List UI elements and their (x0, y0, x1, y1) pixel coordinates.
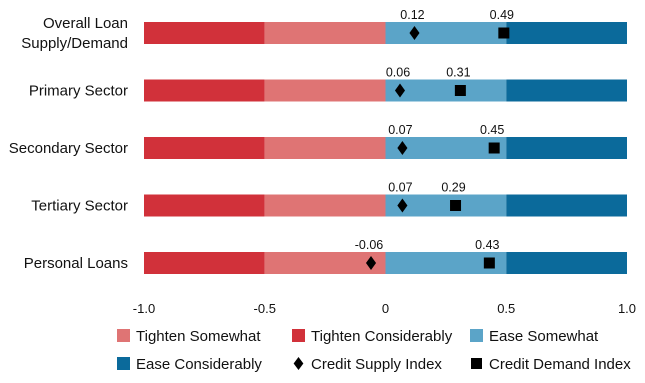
category-label: Secondary Sector (9, 140, 128, 157)
band-ease-somewhat (385, 137, 507, 159)
x-tick-label: 0 (382, 301, 389, 316)
supply-value-label: 0.06 (386, 66, 410, 80)
supply-index-marker (409, 26, 420, 40)
band-ease-somewhat (385, 194, 507, 217)
supply-index-marker (394, 83, 406, 98)
supply-index-marker (365, 256, 377, 270)
category-labels: Overall Loan Supply/Demand Primary Sector S… (9, 15, 128, 272)
band-ease-considerably (506, 252, 627, 274)
demand-value-label: 0.43 (475, 238, 499, 252)
band-tighten-somewhat (264, 194, 386, 217)
category-label: Overall Loan (43, 15, 128, 32)
legend-label-ease-considerably: Ease Considerably (136, 356, 262, 373)
band-ease-somewhat (385, 252, 507, 274)
legend-swatch-ease-considerably (117, 357, 130, 370)
legend-label-credit-demand-index: Credit Demand Index (489, 356, 631, 373)
demand-index-marker (488, 142, 500, 154)
band-tighten-considerably (144, 194, 265, 217)
demand-value-label: 0.49 (490, 8, 514, 22)
marker-layer: 0.12 0.06 0.07 0.07 -0.06 0.49 0.31 0.45 0.29 0.4… (355, 8, 514, 270)
demand-index-marker (450, 200, 462, 211)
legend-label-tighten-somewhat: Tighten Somewhat (136, 328, 261, 345)
demand-value-label: 0.31 (446, 66, 470, 80)
band-ease-considerably (506, 22, 627, 44)
supply-value-label: 0.07 (388, 181, 412, 195)
x-tick-label: -0.5 (254, 301, 276, 316)
demand-index-marker (454, 85, 466, 96)
band-tighten-somewhat (264, 22, 386, 44)
supply-value-label: 0.07 (388, 123, 412, 137)
legend-swatch-ease-somewhat (470, 329, 483, 342)
band-ease-considerably (506, 137, 627, 159)
band-ease-considerably (506, 79, 627, 102)
band-ease-considerably (506, 194, 627, 217)
x-axis-ticks: -1.0 -0.5 0 0.5 1.0 (133, 301, 636, 316)
band-tighten-considerably (144, 137, 265, 159)
legend-label-credit-supply-index: Credit Supply Index (311, 356, 442, 373)
legend-label-ease-somewhat: Ease Somewhat (489, 328, 599, 345)
band-tighten-somewhat (264, 252, 386, 274)
band-tighten-considerably (144, 252, 265, 274)
band-ease-somewhat (385, 79, 507, 102)
demand-value-label: 0.29 (441, 181, 465, 195)
x-tick-label: 1.0 (618, 301, 636, 316)
band-tighten-somewhat (264, 79, 386, 102)
demand-index-marker (483, 257, 495, 269)
supply-index-marker (397, 198, 408, 213)
legend-diamond-icon (293, 357, 304, 370)
x-tick-label: 0.5 (497, 301, 515, 316)
band-tighten-considerably (144, 79, 265, 102)
band-tighten-somewhat (264, 137, 386, 159)
band-layer (144, 22, 627, 274)
x-tick-label: -1.0 (133, 301, 155, 316)
demand-value-label: 0.45 (480, 123, 504, 137)
legend-square-icon (471, 358, 482, 369)
category-label: Supply/Demand (21, 35, 128, 52)
category-label: Personal Loans (24, 255, 128, 272)
band-tighten-considerably (144, 22, 265, 44)
supply-value-label: 0.12 (400, 8, 424, 22)
legend-swatch-tighten-somewhat (117, 329, 130, 342)
band-ease-somewhat (385, 22, 507, 44)
category-label: Primary Sector (29, 83, 128, 100)
supply-value-label: -0.06 (355, 238, 384, 252)
legend: Tighten Somewhat Tighten Considerably Ease… (117, 328, 631, 373)
supply-index-marker (397, 141, 408, 155)
legend-swatch-tighten-considerably (292, 329, 305, 342)
category-label: Tertiary Sector (31, 198, 128, 215)
demand-index-marker (498, 27, 510, 39)
legend-label-tighten-considerably: Tighten Considerably (311, 328, 453, 345)
